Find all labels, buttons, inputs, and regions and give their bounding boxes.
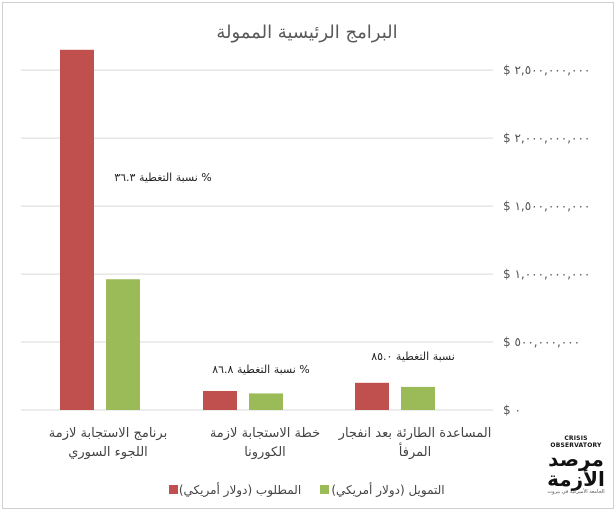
bar-required (203, 390, 237, 410)
logo-arabic-text: مرصد الأزمة (547, 447, 605, 491)
coverage-annotations: نسبة التغطية ٣٦.٣ % نسبة التغطية ٨٦.٨ % نس… (114, 171, 455, 376)
coverage-annotation: نسبة التغطية ٨٦.٨ % (212, 363, 310, 376)
y-tick-label: $ ١,٠٠٠,٠٠٠,٠٠٠ (503, 267, 590, 281)
y-tick-label: $ ٢,٠٠٠,٠٠٠,٠٠٠ (503, 131, 590, 145)
category-label: المرفأ (399, 442, 431, 460)
chart-svg: $ ٠ $ ٥٠٠,٠٠٠,٠٠٠ $ ١,٠٠٠,٠٠٠,٠٠٠ $ ١,٥٠٠,٠… (21, 22, 590, 498)
bar-funding (249, 393, 283, 410)
y-tick-label: $ ٠ (503, 403, 521, 417)
y-tick-label: $ ١,٥٠٠,٠٠٠,٠٠٠ (503, 199, 590, 213)
category-label: برنامج الاستجابة لازمة (49, 426, 167, 441)
bar-required (60, 49, 94, 410)
category-labels: برنامج الاستجابة لازمة اللجوء السوري خطة ا… (49, 426, 492, 460)
y-tick-labels: $ ٠ $ ٥٠٠,٠٠٠,٠٠٠ $ ١,٠٠٠,٠٠٠,٠٠٠ $ ١,٥٠٠,٠… (503, 63, 590, 417)
legend-label: المطلوب (دولار أمريكي) (179, 482, 301, 498)
chart-title: البرامج الرئيسية الممولة (216, 22, 397, 43)
bars (60, 49, 435, 410)
coverage-annotation: نسبة التغطية ٣٦.٣ % (114, 171, 212, 184)
category-label: الكورونا (244, 445, 286, 460)
y-tick-label: $ ٢,٥٠٠,٠٠٠,٠٠٠ (503, 63, 590, 77)
logo-tagline: الجامعة الأميركية في بيروت (547, 489, 605, 495)
legend-label: التمويل (دولار أمريكي) (331, 482, 444, 498)
coverage-annotation: نسبة التغطية ٨٥.٠ (371, 350, 455, 363)
logo-english-text: CRISIS OBSERVATORY (550, 435, 602, 449)
crisis-observatory-logo: CRISIS OBSERVATORY مرصد الأزمة الجامعة ا… (539, 435, 613, 507)
category-label: المساعدة الطارئة بعد انفجار (338, 426, 492, 441)
category-label: اللجوء السوري (68, 445, 148, 460)
bar-required (355, 382, 389, 410)
y-tick-label: $ ٥٠٠,٠٠٠,٠٠٠ (503, 335, 580, 349)
bar-funding (106, 279, 140, 410)
category-label: خطة الاستجابة لازمة (210, 426, 320, 441)
legend-swatch (169, 485, 178, 494)
legend-swatch (320, 485, 329, 494)
legend: المطلوب (دولار أمريكي) التمويل (دولار أمر… (169, 482, 445, 498)
bar-funding (401, 386, 435, 410)
